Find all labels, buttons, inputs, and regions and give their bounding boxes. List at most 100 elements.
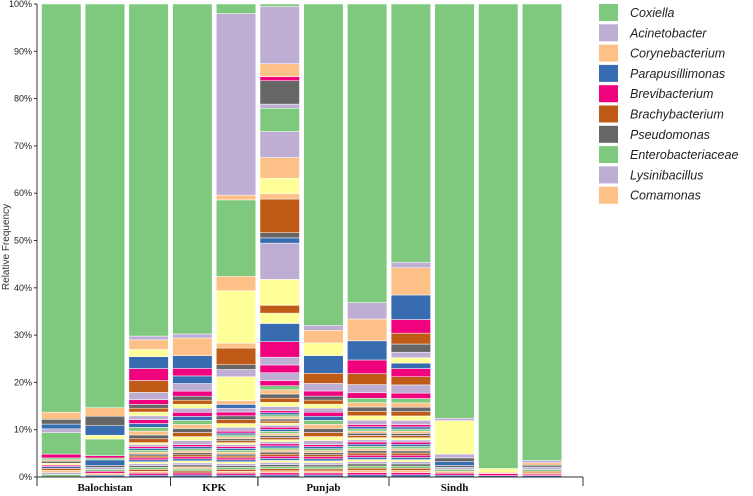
bar-segment: [347, 470, 388, 473]
bar-segment: [128, 434, 169, 440]
bar-segment: [259, 410, 300, 413]
bar-segment: [521, 3, 562, 461]
bar-segment: [259, 63, 300, 77]
bar-segment: [128, 419, 169, 424]
bar-segment: [259, 389, 300, 395]
legend-label: Brachybacterium: [630, 108, 724, 122]
bar-segment: [259, 178, 300, 195]
bar-segment: [216, 290, 257, 344]
bar-segment: [128, 407, 169, 413]
bar-segment: [172, 383, 213, 392]
bar-segment: [347, 406, 388, 412]
bar-segment: [259, 433, 300, 436]
bar-segment: [390, 439, 431, 443]
bar-segment: [172, 462, 213, 466]
bar-segment: [259, 435, 300, 438]
bar-segment: [172, 333, 213, 339]
bar-segment: [128, 368, 169, 381]
bar-segment: [259, 426, 300, 430]
bar-segment: [347, 430, 388, 434]
bar-segment: [172, 472, 213, 476]
bar-segment: [390, 465, 431, 469]
bar-segment: [390, 3, 431, 263]
bar-segment: [347, 411, 388, 417]
bar-segment: [41, 468, 82, 471]
bar-segment: [172, 390, 213, 397]
bar-segment: [259, 441, 300, 445]
bar-kpk-5: [216, 3, 257, 478]
bar-segment: [84, 425, 125, 436]
bar-segment: [172, 403, 213, 409]
bar-segment: [216, 404, 257, 409]
bar-segment: [216, 449, 257, 453]
bar-segment: [303, 411, 344, 417]
legend-entry: Lysinibacillus: [599, 166, 703, 184]
bar-segment: [259, 107, 300, 132]
legend-label: Brevibacterium: [630, 87, 713, 101]
bar-sindh-10: [434, 3, 475, 478]
bar-segment: [128, 461, 169, 464]
bar-segment: [128, 446, 169, 449]
bar-segment: [259, 372, 300, 381]
bar-segment: [347, 433, 388, 436]
bar-segment: [41, 466, 82, 469]
legend-swatch: [599, 24, 618, 42]
bar-segment: [41, 472, 82, 475]
bar-segment: [390, 448, 431, 452]
bar-segment: [216, 419, 257, 424]
bar-segment: [347, 426, 388, 430]
bar-segment: [390, 430, 431, 434]
bar-segment: [259, 460, 300, 463]
bar-segment: [347, 415, 388, 421]
bar-segment: [128, 349, 169, 357]
bar-segment: [128, 430, 169, 436]
legend-entry: Comamonas: [599, 186, 701, 204]
bar-segment: [259, 451, 300, 455]
bar-segment: [390, 454, 431, 458]
bar-segment: [41, 453, 82, 459]
bar-segment: [347, 424, 388, 427]
bar-segment: [390, 420, 431, 425]
legend-swatch: [599, 166, 618, 184]
bar-segment: [303, 448, 344, 451]
bar-segment: [259, 80, 300, 105]
bar-segment: [259, 439, 300, 442]
bar-segment: [390, 450, 431, 454]
bar-segment: [128, 356, 169, 369]
bar-segment: [216, 376, 257, 401]
bar-segment: [128, 415, 169, 420]
y-tick-label: 70%: [14, 141, 32, 151]
bar-segment: [84, 459, 125, 466]
bar-segment: [216, 415, 257, 420]
bar-segment: [259, 385, 300, 391]
bar-segment: [478, 473, 519, 476]
bar-segment: [128, 3, 169, 337]
bar-segment: [303, 446, 344, 449]
bar-segment: [303, 420, 344, 425]
bar-segment: [390, 463, 431, 467]
bar-segment: [303, 462, 344, 466]
group-label-balochistan: Balochistan: [77, 482, 132, 494]
bar-segment: [303, 355, 344, 374]
bar-segment: [259, 458, 300, 461]
bar-segment: [128, 339, 169, 350]
bar-segment: [259, 468, 300, 472]
bar-segment: [303, 407, 344, 413]
bar-segment: [259, 242, 300, 280]
bar-segment: [434, 472, 475, 476]
bar-segment: [259, 447, 300, 451]
bar-segment: [434, 461, 475, 466]
bar-segment: [216, 442, 257, 445]
bar-segment: [347, 454, 388, 458]
bar-segment: [84, 467, 125, 470]
legend-entry: Enterobacteriaceae: [599, 146, 738, 164]
bar-segment: [259, 456, 300, 459]
bar-segment: [303, 472, 344, 476]
y-tick-label: 60%: [14, 188, 32, 198]
bar-segment: [172, 368, 213, 377]
legend-swatch: [599, 186, 618, 204]
bar-segment: [41, 461, 82, 464]
bar-segment: [172, 420, 213, 425]
bar-segment: [303, 416, 344, 421]
